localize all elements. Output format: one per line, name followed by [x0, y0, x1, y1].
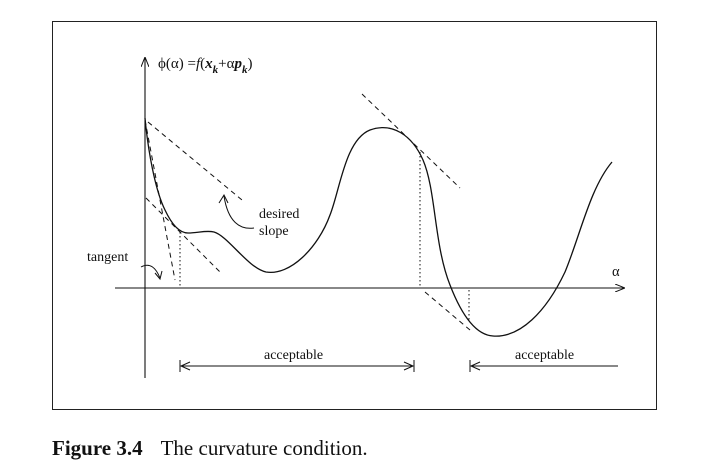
figure-number: Figure 3.4: [52, 436, 143, 460]
slope-line-descent: [424, 291, 471, 331]
desired-slope-label-line1: desired: [259, 207, 299, 222]
tangent-label: tangent: [87, 250, 128, 265]
acceptable-interval-1-left-arrow: [179, 361, 191, 371]
desired-slope-label-line2: slope: [259, 224, 289, 239]
y-axis-label: ϕ(α) =f(xk+αpk): [158, 56, 252, 76]
desired-slope-pointer-head: [218, 193, 229, 204]
tangent-pointer-head: [154, 270, 163, 281]
acceptable-label-2: acceptable: [515, 348, 574, 363]
desired-slope-line-lower: [145, 197, 223, 275]
desired-slope-pointer: [223, 195, 255, 229]
acceptable-interval-2-left-arrow: [469, 361, 481, 371]
acceptable-label-1: acceptable: [264, 348, 323, 363]
x-axis-label: α: [612, 264, 620, 280]
tangent-pointer: [140, 264, 161, 279]
figure-caption-text: The curvature condition.: [160, 436, 368, 460]
function-curve: [144, 117, 613, 337]
figure-caption: Figure 3.4 The curvature condition.: [52, 436, 368, 461]
desired-slope-line-upper: [147, 121, 243, 201]
acceptable-interval-1-right-arrow: [403, 361, 415, 371]
figure-frame: [52, 21, 657, 410]
tangent-line: [144, 119, 176, 281]
slope-line-peak: [361, 93, 461, 189]
